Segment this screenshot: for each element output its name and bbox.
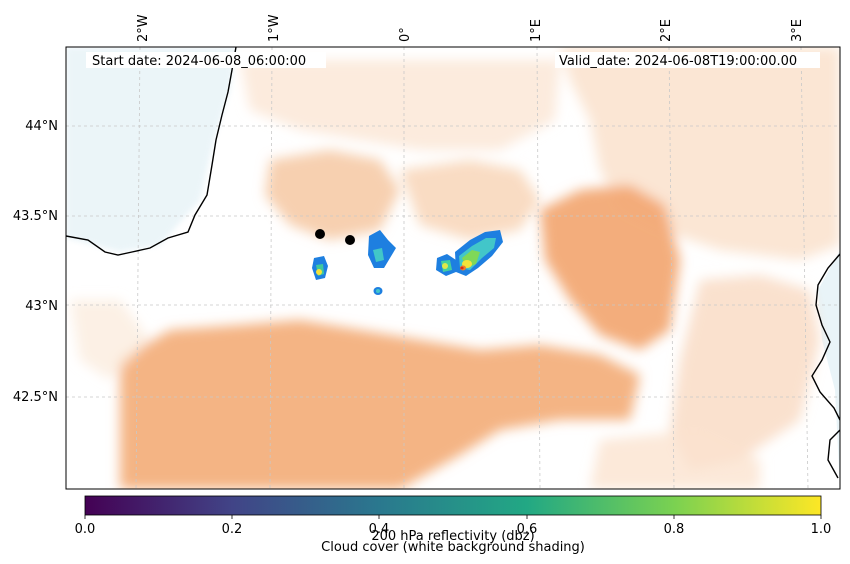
colorbar-gradient (84, 495, 822, 516)
start-date-box (86, 52, 326, 68)
colorbar-tick-label: 0.0 (75, 522, 96, 537)
graticule (66, 47, 840, 489)
sea-tint-west (66, 47, 236, 252)
colorbar-label-reflectivity: 200 hPa reflectivity (dbz) (371, 529, 534, 544)
lat-label: 43°N (25, 299, 58, 314)
station-marker (345, 235, 355, 245)
colorbar-tick-label: 0.2 (222, 522, 243, 537)
coastline-east (811, 253, 840, 479)
colorbar-label-cloud: Cloud cover (white background shading) (321, 540, 585, 555)
lat-label: 44°N (25, 119, 58, 134)
start-date-text: Start date: 2024-06-08_06:00:00 (92, 54, 306, 69)
lon-label: 3°E (790, 19, 805, 42)
station-marker (315, 229, 325, 239)
colorbar-tick-label: 0.6 (517, 522, 538, 537)
valid-date-text: Valid_date: 2024-06-08T19:00:00.00 (559, 54, 797, 69)
map-frame (65, 46, 841, 490)
colorbar-tick-label: 0.8 (664, 522, 685, 537)
reflectivity-cell (373, 287, 383, 295)
map-panel: Start date: 2024-06-08_06:00:00 Valid_da… (66, 47, 840, 489)
station-markers (315, 229, 355, 245)
cloud-cover (70, 47, 840, 489)
lat-label: 42.5°N (13, 390, 58, 405)
lon-label: 0° (398, 27, 413, 42)
colorbar: 0.0 0.2 0.4 0.6 0.8 1.0 200 hPa reflecti… (75, 495, 832, 555)
sea-tint-east (818, 250, 840, 489)
valid-date-box (555, 52, 820, 68)
latitude-labels: 44°N 43.5°N 43°N 42.5°N (13, 119, 58, 405)
reflectivity-cell (436, 230, 503, 276)
reflectivity-cells (312, 230, 503, 295)
reflectivity-cell (312, 256, 328, 280)
reflectivity-cell (368, 230, 396, 268)
colorbar-tick-label: 1.0 (811, 522, 832, 537)
lon-label: 2°W (136, 14, 151, 42)
lon-label: 1°W (267, 14, 282, 42)
longitude-labels: 2°W 1°W 0° 1°E 2°E 3°E (136, 14, 805, 42)
lat-label: 43.5°N (13, 209, 58, 224)
coastline-west (66, 47, 237, 256)
lon-label: 2°E (659, 19, 674, 42)
lon-label: 1°E (529, 19, 544, 42)
colorbar-tick-label: 0.4 (369, 522, 390, 537)
